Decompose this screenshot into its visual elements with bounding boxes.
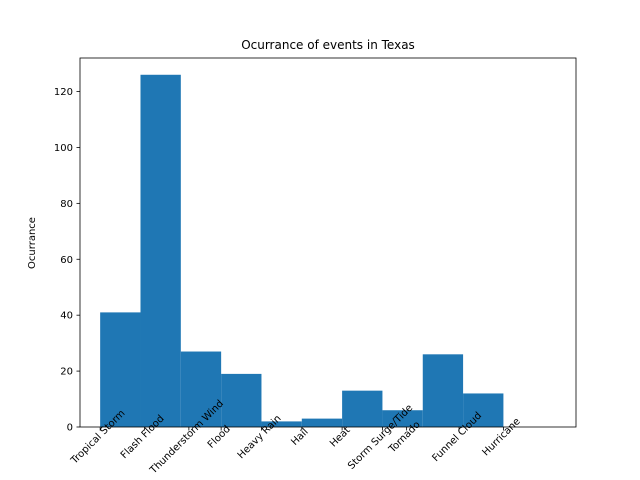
bar-1 bbox=[140, 74, 181, 427]
bar-2 bbox=[180, 351, 222, 427]
bar-9 bbox=[463, 393, 504, 427]
y-tick-label: 60 bbox=[60, 255, 73, 266]
y-tick-label: 20 bbox=[60, 367, 73, 378]
bar-5 bbox=[301, 418, 343, 427]
plot-frame bbox=[79, 57, 577, 428]
x-tick-label: Heat bbox=[328, 425, 353, 450]
bar-7 bbox=[382, 410, 423, 427]
y-axis: 0 20 40 60 80 100 120 bbox=[54, 87, 80, 434]
bar-6 bbox=[342, 390, 383, 427]
x-tick-label: Hail bbox=[289, 427, 310, 448]
y-tick-label: 80 bbox=[60, 199, 73, 210]
bar-0 bbox=[100, 312, 141, 427]
chart-title: Ocurrance of events in Texas bbox=[241, 38, 415, 52]
y-tick-label: 100 bbox=[54, 143, 73, 154]
x-tick-label: Flood bbox=[206, 424, 233, 451]
bar-8 bbox=[422, 354, 464, 427]
bars bbox=[100, 74, 504, 427]
y-tick-label: 120 bbox=[54, 87, 73, 98]
y-axis-label: Ocurrance bbox=[27, 217, 38, 269]
bar-3 bbox=[221, 373, 262, 427]
y-tick-label: 0 bbox=[67, 423, 73, 434]
x-tick-label: Tropical Storm bbox=[69, 408, 128, 467]
bar-4 bbox=[261, 421, 302, 427]
y-tick-label: 40 bbox=[60, 311, 73, 322]
